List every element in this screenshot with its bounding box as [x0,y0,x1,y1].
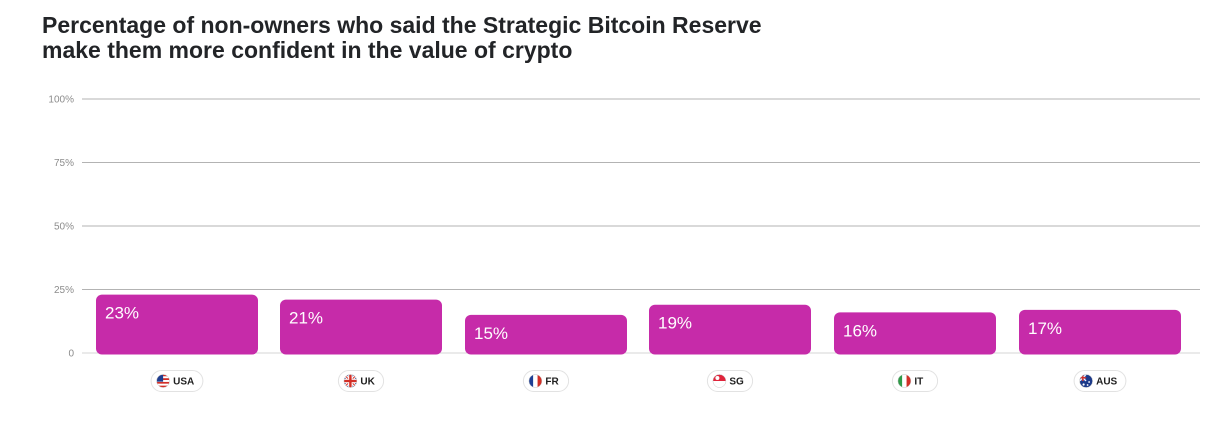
bar-fr [465,314,627,355]
x-tick-label: SG [729,377,744,388]
bar-value-label: 17% [1028,319,1062,338]
category-axis: USA UK FR SG IT AUS [150,370,1127,392]
bar-layer: 23% 21% 15% 19% 16% 17% [96,294,1181,355]
y-tick-label: 0 [68,349,74,360]
category-pill-it: IT [891,370,939,392]
x-tick-label: UK [360,377,375,388]
grid-layer: 0 25% 50% 75% 100% [48,95,1200,360]
bar-value-label: 19% [658,314,692,333]
chart-title: Percentage of non-owners who said the St… [42,12,762,63]
x-tick-label: AUS [1096,377,1117,388]
bar-sg [649,304,811,355]
y-tick-label: 50% [54,222,74,233]
uk-flag-icon [343,374,357,388]
italy-flag-icon [897,374,911,388]
x-tick-label: IT [914,377,923,388]
category-pill-aus: AUS [1073,370,1127,392]
y-tick-label: 25% [54,285,74,296]
bar-uk [280,299,442,355]
bar-it [834,312,996,355]
bar-aus [1019,309,1181,355]
x-tick-label: USA [173,377,194,388]
category-pill-uk: UK [337,370,385,392]
x-tick-label: FR [545,377,559,388]
bar-value-label: 15% [474,324,508,343]
bar-value-label: 23% [105,304,139,323]
france-flag-icon [528,374,542,388]
y-tick-label: 75% [54,158,74,169]
bar-value-label: 21% [289,309,323,328]
y-tick-label: 100% [48,95,74,106]
us-flag-icon [156,374,170,388]
bar-value-label: 16% [843,321,877,340]
singapore-flag-icon [712,374,726,388]
category-pill-fr: FR [522,370,570,392]
australia-flag-icon [1079,374,1093,388]
category-pill-usa: USA [150,370,204,392]
bar-usa [96,294,258,355]
category-pill-sg: SG [706,370,754,392]
